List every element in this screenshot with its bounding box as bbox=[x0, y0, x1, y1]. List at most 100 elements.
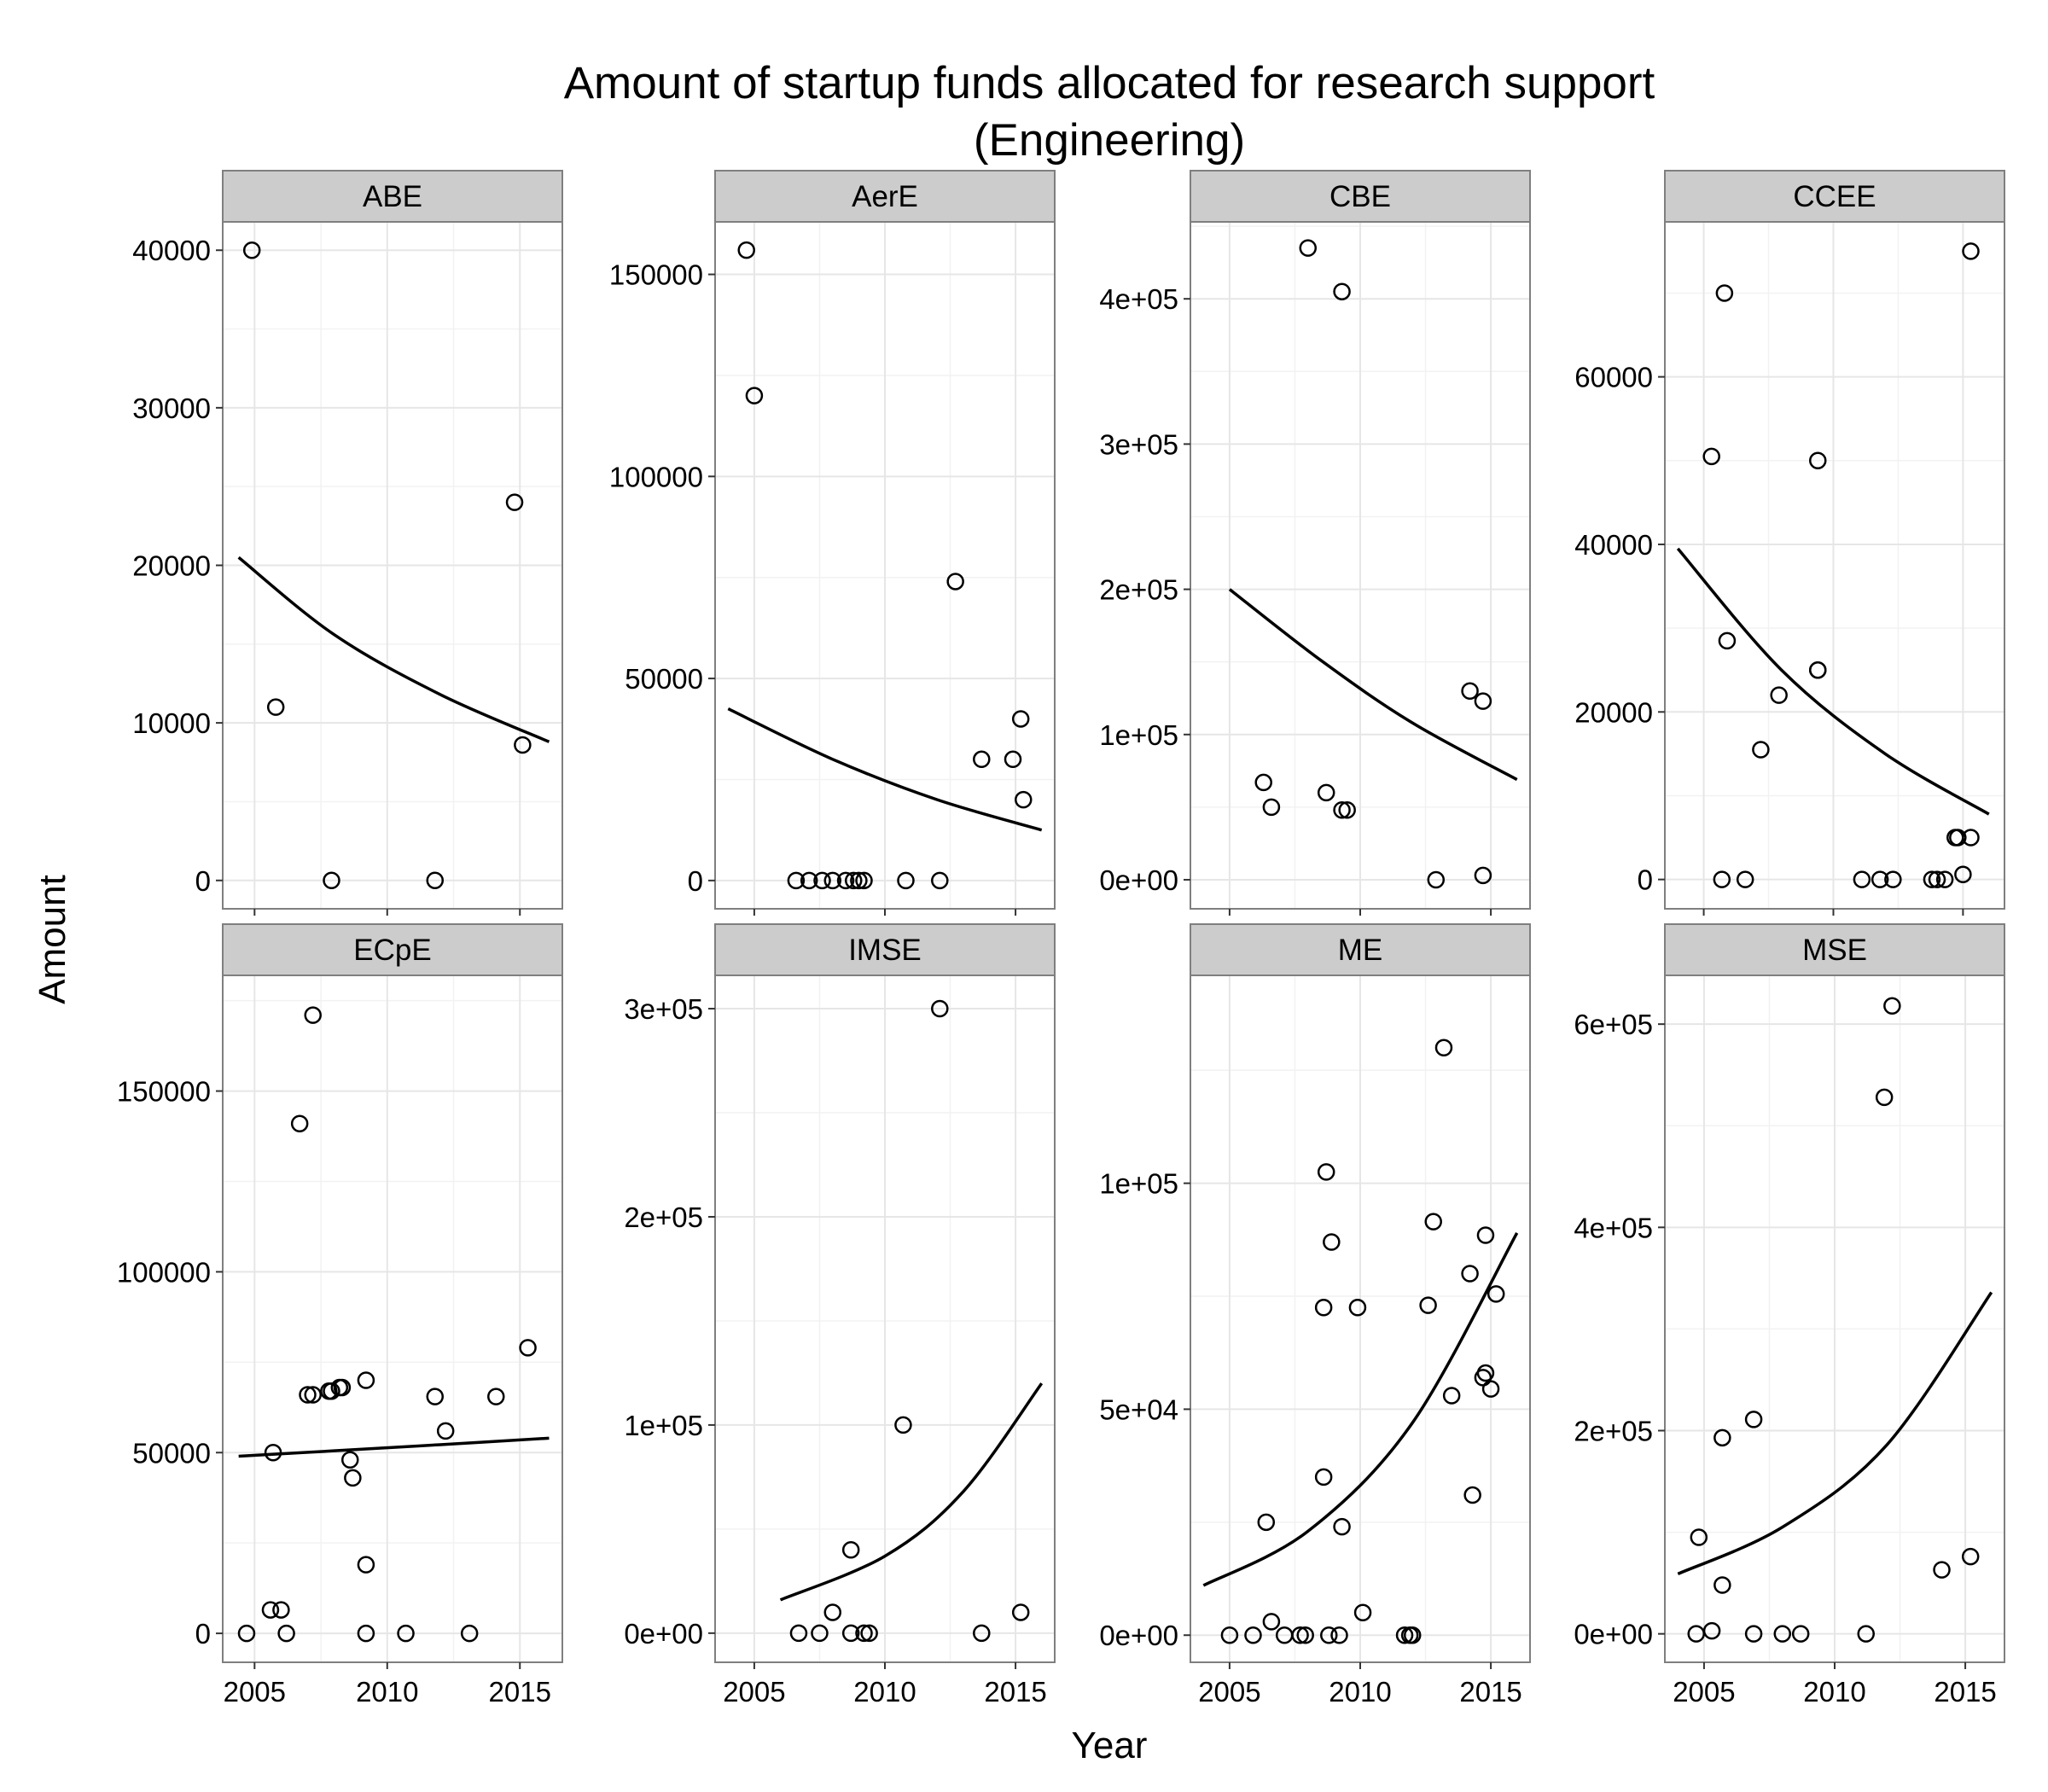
data-point bbox=[1954, 865, 1972, 883]
plot-panel bbox=[223, 975, 562, 1662]
data-point bbox=[1713, 1428, 1731, 1447]
data-point bbox=[272, 1601, 290, 1619]
data-point bbox=[357, 1556, 375, 1574]
y-tick-label: 30000 bbox=[132, 393, 211, 424]
data-point bbox=[1323, 1233, 1341, 1251]
data-point bbox=[850, 871, 868, 890]
data-point bbox=[333, 1378, 352, 1397]
data-point bbox=[1791, 1625, 1810, 1643]
data-point bbox=[1857, 1625, 1875, 1643]
data-point bbox=[787, 871, 806, 890]
data-point bbox=[426, 1388, 444, 1405]
y-tick-label: 50000 bbox=[625, 663, 703, 695]
data-point bbox=[1871, 870, 1889, 888]
data-point bbox=[261, 1601, 280, 1619]
facet-abe: ABE010000200003000040000200520102015 bbox=[132, 170, 563, 954]
data-point bbox=[1875, 1088, 1894, 1107]
data-point bbox=[823, 871, 842, 890]
facet-panels: ABE 0 10000 20000 30000 40000 2005 2010 2015 AerE… bbox=[117, 170, 2005, 1708]
y-axis-title: Amount bbox=[32, 875, 73, 1004]
x-tick-label: 2010 bbox=[1329, 1676, 1391, 1708]
trend-line bbox=[1677, 1291, 1993, 1575]
facet-strip-label: ABE bbox=[363, 180, 422, 213]
facet-strip bbox=[1664, 923, 2005, 976]
data-point bbox=[1476, 1364, 1495, 1382]
data-point bbox=[277, 1624, 295, 1643]
y-tick-label: 100000 bbox=[117, 1256, 211, 1288]
data-point bbox=[304, 1006, 322, 1024]
facet-strip bbox=[1190, 170, 1531, 223]
chart-title-line-1: Amount of startup funds allocated for re… bbox=[564, 58, 1655, 108]
data-point bbox=[973, 1624, 991, 1643]
data-point bbox=[855, 1624, 873, 1643]
data-point bbox=[1442, 1387, 1461, 1405]
data-point bbox=[1015, 790, 1033, 809]
data-point bbox=[1419, 1296, 1437, 1314]
data-point bbox=[242, 241, 261, 259]
data-point bbox=[237, 1624, 256, 1643]
data-point bbox=[1314, 1299, 1333, 1317]
data-point bbox=[1928, 870, 1946, 888]
data-point bbox=[1333, 282, 1351, 300]
data-point bbox=[1317, 783, 1335, 802]
data-point bbox=[745, 387, 764, 404]
data-point bbox=[264, 1444, 282, 1462]
data-point bbox=[1752, 741, 1770, 759]
data-point bbox=[1333, 1517, 1351, 1536]
facet-strip-label: IMSE bbox=[848, 934, 922, 967]
data-point bbox=[1883, 997, 1901, 1015]
x-tick-label: 2005 bbox=[723, 1676, 785, 1708]
data-point bbox=[1220, 1626, 1239, 1644]
data-point bbox=[299, 1386, 317, 1404]
data-point bbox=[1773, 1625, 1792, 1643]
data-point bbox=[1257, 1513, 1276, 1532]
data-point bbox=[1476, 1226, 1495, 1244]
data-point bbox=[800, 871, 818, 890]
data-point bbox=[1690, 1528, 1708, 1546]
facet-strip bbox=[714, 923, 1056, 976]
data-point bbox=[304, 1386, 322, 1404]
chart-title-line-2: (Engineering) bbox=[974, 115, 1245, 166]
trend-line bbox=[1202, 1232, 1519, 1587]
facet-aere: AerE050000100000150000200520102015 bbox=[609, 170, 1056, 954]
y-tick-label: 150000 bbox=[117, 1076, 211, 1108]
data-point bbox=[823, 1603, 842, 1621]
data-point bbox=[897, 871, 915, 890]
panel-border bbox=[222, 975, 563, 1663]
x-tick-label: 2015 bbox=[489, 1676, 551, 1708]
data-point bbox=[1770, 686, 1788, 704]
data-point bbox=[841, 1624, 860, 1643]
y-tick-label: 3e+05 bbox=[624, 993, 703, 1025]
y-tick-label: 5e+04 bbox=[1099, 1393, 1178, 1425]
x-tick-label: 2005 bbox=[224, 1676, 286, 1708]
data-point bbox=[460, 1624, 479, 1643]
data-point bbox=[1718, 631, 1737, 650]
data-point bbox=[1935, 870, 1954, 888]
x-tick-label: 2015 bbox=[984, 1676, 1046, 1708]
y-tick-label: 1e+05 bbox=[1099, 1168, 1178, 1200]
x-tick-label: 2005 bbox=[1198, 1676, 1260, 1708]
data-point bbox=[1254, 773, 1272, 792]
y-tick-label: 0 bbox=[688, 865, 703, 897]
y-tick-label: 0 bbox=[195, 1618, 211, 1649]
facet-strip-label: MSE bbox=[1802, 934, 1867, 967]
data-point bbox=[514, 736, 532, 754]
data-point bbox=[1487, 1285, 1505, 1303]
y-tick-label: 50000 bbox=[132, 1437, 211, 1469]
facet-strip-label: AerE bbox=[852, 180, 918, 213]
data-point bbox=[1427, 870, 1446, 889]
data-point bbox=[1296, 1626, 1314, 1644]
data-point bbox=[1715, 284, 1734, 302]
data-point bbox=[1330, 1626, 1348, 1644]
data-point bbox=[1317, 1163, 1335, 1181]
data-point bbox=[357, 1371, 375, 1389]
data-point bbox=[357, 1624, 375, 1643]
data-point bbox=[1933, 1561, 1951, 1579]
x-axis-title: Year bbox=[1072, 1725, 1148, 1766]
x-tick-label: 2005 bbox=[1673, 1676, 1735, 1708]
trend-line bbox=[1228, 588, 1518, 782]
data-point bbox=[505, 493, 524, 511]
data-point bbox=[1702, 1621, 1721, 1640]
